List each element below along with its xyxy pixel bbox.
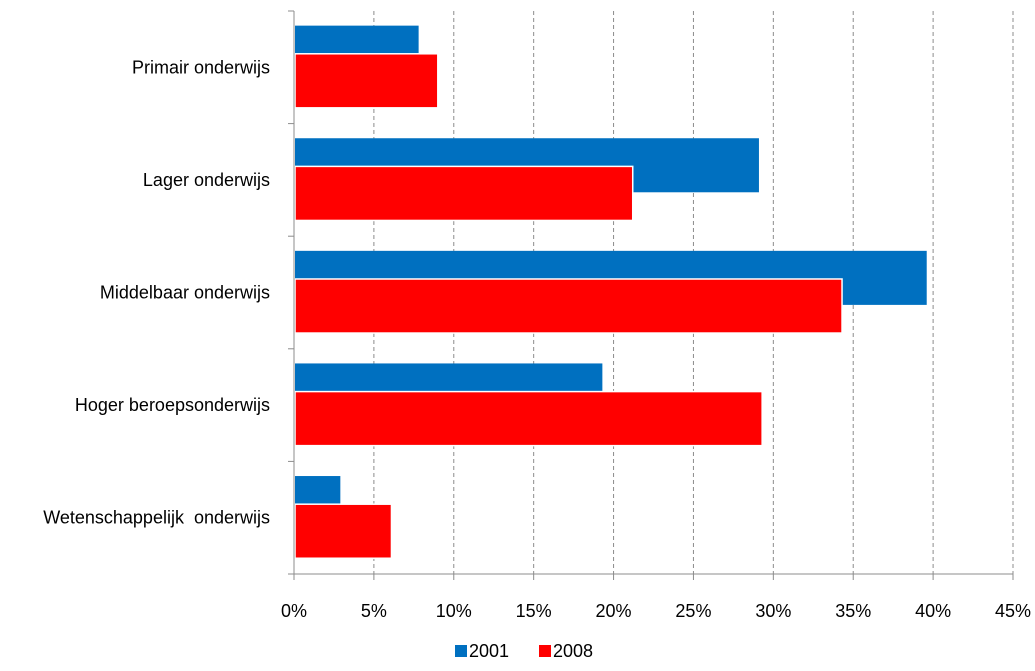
category-label: Middelbaar onderwijs — [100, 283, 270, 303]
category-labels: Primair onderwijs Lager onderwijs Middelba… — [43, 57, 270, 527]
bar-2008-5 — [294, 503, 393, 559]
category-label: Hoger beroepsonderwijs — [75, 395, 270, 415]
category-label: Wetenschappelijk onderwijs — [43, 508, 270, 528]
x-tick-labels: 0% 5% 10% 15% 20% 25% 30% 35% 40% 45% — [281, 601, 1031, 621]
bars — [294, 25, 927, 559]
bar-2008-1 — [294, 53, 439, 109]
legend-label: 2001 — [469, 641, 509, 661]
x-tick-label: 35% — [835, 601, 871, 621]
category-label: Primair onderwijs — [132, 57, 270, 77]
x-tick-label: 15% — [516, 601, 552, 621]
x-tick-label: 5% — [361, 601, 387, 621]
x-tick-label: 30% — [755, 601, 791, 621]
x-tick-label: 10% — [436, 601, 472, 621]
legend-swatch-2008 — [539, 645, 551, 657]
legend-swatch-2001 — [455, 645, 467, 657]
bar-2008-4 — [294, 390, 763, 447]
legend: 2001 2008 — [455, 641, 593, 661]
category-label: Lager onderwijs — [143, 170, 270, 190]
bar-2008-2 — [294, 165, 634, 222]
x-tick-label: 25% — [675, 601, 711, 621]
x-tick-label: 20% — [596, 601, 632, 621]
axes — [288, 10, 1014, 580]
x-tick-label: 45% — [995, 601, 1031, 621]
bar-2008-3 — [294, 278, 843, 334]
x-tick-label: 40% — [915, 601, 951, 621]
x-tick-label: 0% — [281, 601, 307, 621]
legend-label: 2008 — [553, 641, 593, 661]
